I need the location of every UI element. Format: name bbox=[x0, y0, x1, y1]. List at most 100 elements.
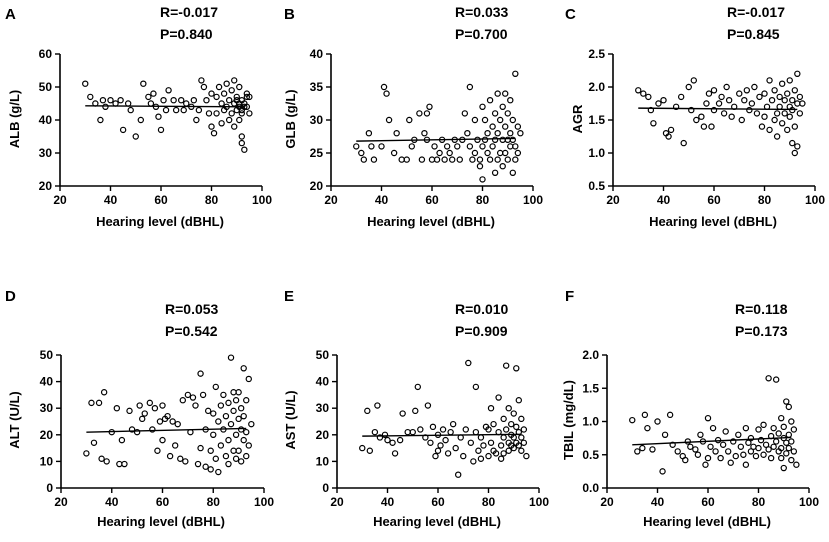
panel-letter: E bbox=[284, 288, 294, 305]
panel-letter: B bbox=[284, 6, 295, 23]
data-point bbox=[404, 428, 411, 436]
data-point bbox=[220, 391, 227, 399]
data-point bbox=[783, 439, 790, 446]
data-point bbox=[520, 426, 528, 433]
data-point bbox=[758, 123, 766, 130]
data-point bbox=[771, 116, 778, 124]
data-point bbox=[736, 90, 743, 97]
data-point bbox=[237, 405, 245, 412]
r-value: R=0.053 bbox=[165, 301, 219, 317]
data-point bbox=[431, 143, 438, 150]
data-point bbox=[789, 139, 796, 147]
data-point bbox=[423, 110, 431, 117]
data-point bbox=[151, 405, 159, 412]
data-point bbox=[193, 116, 200, 124]
data-point bbox=[518, 415, 525, 423]
data-point bbox=[703, 100, 710, 107]
data-point bbox=[235, 415, 242, 423]
data-point bbox=[742, 424, 750, 432]
r-value: R=-0.017 bbox=[160, 4, 218, 20]
panel-a: A R=-0.017 P=0.840 ALB (g/L) Hearing lev… bbox=[5, 4, 272, 229]
data-point bbox=[150, 90, 157, 97]
p-value: P=0.173 bbox=[735, 323, 788, 339]
data-point bbox=[682, 456, 689, 464]
data-point bbox=[222, 452, 230, 460]
y-axis-label: AGR bbox=[570, 104, 585, 134]
data-point bbox=[164, 412, 171, 420]
data-point bbox=[374, 402, 381, 409]
x-axis-label: Hearing level (dBHL) bbox=[649, 214, 777, 229]
p-value: P=0.840 bbox=[160, 26, 213, 42]
data-point bbox=[228, 87, 235, 94]
x-tick-label: 40 bbox=[657, 193, 671, 207]
data-point bbox=[702, 461, 709, 468]
data-point bbox=[189, 394, 197, 401]
data-point bbox=[672, 103, 680, 111]
data-point bbox=[228, 110, 235, 117]
data-point bbox=[743, 87, 751, 94]
x-axis-label: Hearing level (dBHL) bbox=[96, 214, 224, 229]
data-point bbox=[368, 143, 375, 150]
data-point bbox=[479, 143, 486, 150]
x-tick-label: 60 bbox=[707, 193, 721, 207]
data-point bbox=[786, 77, 793, 84]
data-point bbox=[490, 420, 497, 428]
data-point bbox=[765, 375, 772, 382]
data-point bbox=[504, 156, 511, 163]
data-point bbox=[740, 451, 747, 458]
y-axis-label: ALB (g/L) bbox=[7, 90, 22, 148]
data-point bbox=[183, 100, 190, 107]
data-point bbox=[500, 450, 507, 457]
data-point bbox=[479, 103, 486, 111]
data-point bbox=[232, 431, 240, 438]
data-point bbox=[95, 399, 103, 407]
data-point bbox=[738, 116, 745, 124]
data-point bbox=[491, 110, 499, 117]
data-point bbox=[406, 116, 413, 124]
x-tick-label: 20 bbox=[606, 193, 620, 207]
data-point bbox=[469, 156, 476, 163]
data-point bbox=[88, 399, 95, 407]
data-point bbox=[140, 80, 147, 87]
data-point bbox=[492, 450, 500, 457]
data-point bbox=[510, 444, 517, 452]
r-value: R=-0.017 bbox=[727, 4, 785, 20]
data-point bbox=[491, 136, 499, 143]
data-point bbox=[432, 452, 439, 460]
data-point bbox=[694, 451, 702, 458]
data-point bbox=[666, 411, 674, 419]
data-point bbox=[735, 431, 742, 438]
data-point bbox=[116, 460, 123, 468]
data-point bbox=[791, 87, 799, 94]
x-tick-label: 100 bbox=[523, 193, 543, 207]
data-point bbox=[210, 431, 217, 438]
x-tick-label: 60 bbox=[154, 193, 168, 207]
data-point bbox=[408, 143, 415, 150]
data-point bbox=[454, 143, 461, 150]
data-point bbox=[466, 83, 474, 91]
data-point bbox=[674, 448, 681, 455]
x-axis-label: Hearing level (dBHL) bbox=[97, 514, 225, 529]
data-point bbox=[213, 93, 220, 101]
y-tick-label: 35 bbox=[310, 80, 324, 94]
data-point bbox=[97, 116, 104, 124]
data-point bbox=[409, 428, 416, 436]
x-tick-label: 60 bbox=[425, 193, 439, 207]
data-point bbox=[635, 87, 642, 94]
data-point bbox=[225, 460, 232, 468]
data-point bbox=[390, 149, 398, 157]
data-point bbox=[471, 149, 479, 157]
data-point bbox=[98, 455, 105, 462]
data-point bbox=[385, 116, 393, 124]
data-point bbox=[447, 428, 454, 436]
x-tick-label: 100 bbox=[254, 495, 274, 509]
data-point bbox=[654, 418, 661, 425]
data-point bbox=[238, 133, 245, 140]
data-point bbox=[518, 447, 525, 454]
data-point bbox=[190, 96, 198, 104]
data-point bbox=[502, 149, 509, 157]
data-point bbox=[742, 461, 750, 468]
data-point bbox=[523, 452, 530, 460]
data-point bbox=[225, 96, 233, 104]
data-point bbox=[147, 100, 155, 107]
